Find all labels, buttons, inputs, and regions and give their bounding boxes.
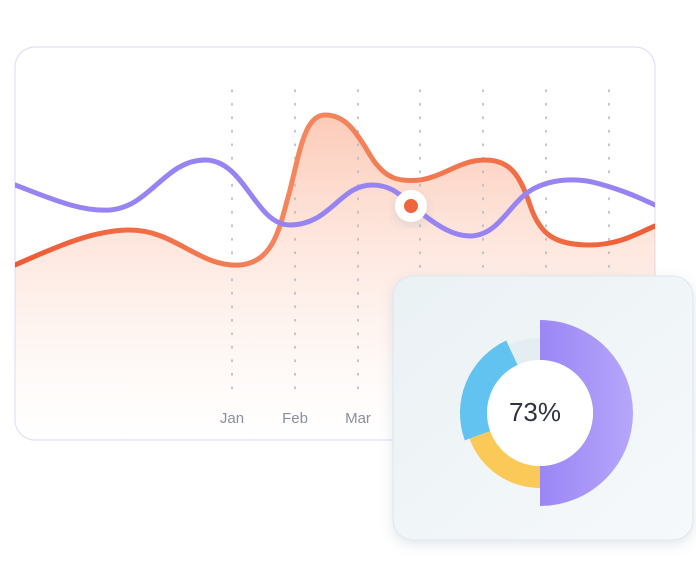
- donut-segment-light: [508, 337, 540, 365]
- donut-segment-purple: [540, 320, 633, 506]
- donut-card: 73%: [392, 275, 694, 541]
- month-label: Feb: [282, 410, 308, 427]
- month-label: Jan: [220, 410, 244, 427]
- donut-label: 73%: [509, 397, 561, 427]
- month-label: Mar: [345, 410, 371, 427]
- orange-line: [15, 112, 655, 268]
- donut-segment-blue: [459, 340, 518, 441]
- donut-hole: [487, 360, 593, 466]
- highlight-marker: [395, 190, 427, 222]
- donut-segment-yellow: [469, 431, 540, 488]
- purple-line: [15, 157, 655, 239]
